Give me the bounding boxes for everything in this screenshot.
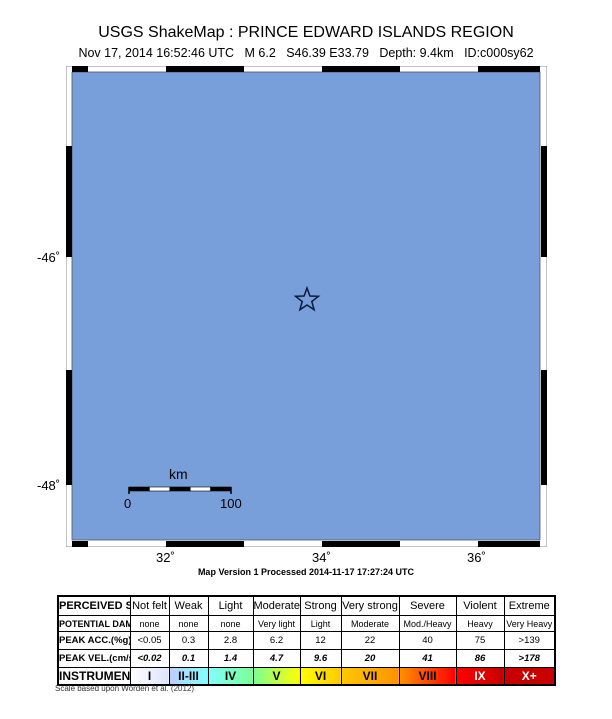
legend-cell: Moderate [252,595,301,616]
legend-cell: Very strong [340,595,400,616]
legend-cell: Mod./Heavy [398,615,457,632]
frame-tick [541,370,547,485]
legend-cell: V [252,667,301,686]
legend-cell: none [207,615,254,632]
legend-cell: 0.1 [168,649,209,668]
legend-row: POTENTIAL DAMAGEnonenonenoneVery lightLi… [57,615,556,632]
legend-cell: 1.4 [207,649,254,668]
legend-cell: Very Heavy [503,615,556,632]
intensity-legend: PERCEIVED SHAKINGNot feltWeakLightModera… [57,595,556,686]
frame-tick [66,146,72,257]
legend-cell: 86 [455,649,505,668]
legend-cell: Very light [252,615,301,632]
legend-cell: 12 [299,631,342,650]
frame-tick [166,541,244,547]
shakemap [66,66,547,547]
legend-cell: 22 [340,631,400,650]
legend-cell: Violent [455,595,505,616]
scale-segment [169,486,191,492]
legend-cell: 9.6 [299,649,342,668]
frame-tick [72,66,88,72]
legend-cell: X+ [503,667,556,686]
lon-label: 34˚ [312,550,331,565]
scale-start: 0 [124,496,132,511]
legend-cell: IV [207,667,254,686]
legend-row-label: PEAK ACC.(%g) [57,631,131,650]
legend-cell: 75 [455,631,505,650]
legend-cell: 0.3 [168,631,209,650]
legend-row-label: PEAK VEL.(cm/s) [57,649,131,668]
scale-segment [149,486,171,492]
legend-cell: Strong [299,595,342,616]
legend-cell: VI [299,667,342,686]
frame-tick [72,541,88,547]
legend-cell: VII [340,667,400,686]
legend-cell: Light [299,615,342,632]
legend-row-label: PERCEIVED SHAKING [57,595,131,616]
scale-segment [128,486,150,492]
map-version: Map Version 1 Processed 2014-11-17 17:27… [197,567,415,577]
legend-cell: >139 [503,631,556,650]
legend-cell: II-III [168,667,209,686]
legend-row: PEAK VEL.(cm/s) <0.02 0.1 1.4 4.7 9.6 20 41 86 >1… [57,649,556,668]
legend-cell: 4.7 [252,649,301,668]
frame-tick [322,66,400,72]
legend-cell: Moderate [340,615,400,632]
event-details: Nov 17, 2014 16:52:46 UTC M 6.2 S46.39 E… [78,46,534,60]
footnote: Scale based upon Worden et al. (2012) [55,684,195,693]
lat-label: -46˚ [37,250,61,265]
legend-cell: Heavy [455,615,505,632]
legend-cell: Not felt [129,595,170,616]
frame-tick [66,370,72,485]
legend-row: PEAK ACC.(%g) <0.05 0.3 2.8 6.2 12 22 40 75 >139 [57,631,556,650]
scale-segment [210,486,232,492]
legend-cell: I [129,667,170,686]
frame-ticks [66,66,547,547]
map-title: USGS ShakeMap : PRINCE EDWARD ISLANDS RE… [98,24,514,41]
legend-cell: Extreme [503,595,556,616]
lon-label: 36˚ [467,550,486,565]
scale-end: 100 [220,496,242,511]
lat-label: -48˚ [37,478,61,493]
legend-cell: >178 [503,649,556,668]
legend-cell: <0.05 [129,631,170,650]
legend-row: INSTRUMENTAL INTENSITYIII-IIIIVVVIVIIVII… [57,667,556,686]
frame-tick [322,541,400,547]
legend-cell: VIII [398,667,457,686]
legend-row-label: INSTRUMENTAL INTENSITY [57,667,131,686]
legend-cell: 2.8 [207,631,254,650]
scale-unit: km [169,466,188,482]
legend-cell: Weak [168,595,209,616]
legend-cell: 40 [398,631,457,650]
legend-cell: 20 [340,649,400,668]
legend-cell: Severe [398,595,457,616]
frame-tick [478,541,540,547]
scale-bar [128,486,232,494]
lon-label: 32˚ [156,550,175,565]
legend-cell: none [168,615,209,632]
legend-cell: none [129,615,170,632]
legend-row: PERCEIVED SHAKINGNot feltWeakLightModera… [57,595,556,616]
scale-segment [189,486,211,492]
legend-cell: 6.2 [252,631,301,650]
frame-tick [166,66,244,72]
epicenter-star-icon [293,285,321,312]
legend-cell: <0.02 [129,649,170,668]
legend-cell: IX [455,667,505,686]
frame-tick [478,66,540,72]
frame-tick [541,146,547,257]
legend-row-label: POTENTIAL DAMAGE [57,615,131,632]
legend-cell: Light [207,595,254,616]
legend-cell: 41 [398,649,457,668]
